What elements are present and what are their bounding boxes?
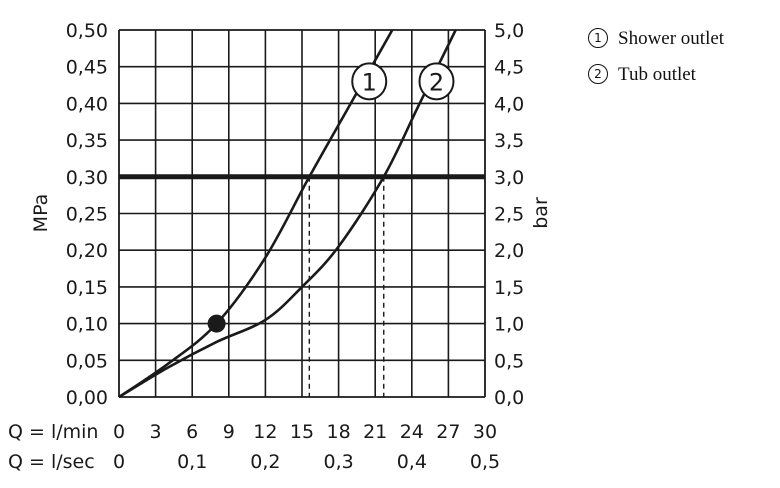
y-tick-label: 0,20 xyxy=(66,240,108,262)
y2-axis-label: bar xyxy=(530,197,552,229)
x2-tick-label: 0,4 xyxy=(397,451,427,473)
x-tick-label: 9 xyxy=(223,421,235,443)
series-label-1: 1 xyxy=(362,68,377,96)
x-tick-label: 0 xyxy=(113,421,125,443)
x2-axis-label: Q = l/sec xyxy=(8,451,95,473)
legend-label-1: Shower outlet xyxy=(618,28,725,49)
x-tick-label: 3 xyxy=(150,421,162,443)
y-tick-label: 0,25 xyxy=(66,204,108,226)
y2-tick-label: 1,5 xyxy=(494,277,524,299)
y-tick-label: 0,50 xyxy=(66,20,108,42)
y-tick-label: 0,40 xyxy=(66,93,108,115)
x-axis-label: Q = l/min xyxy=(8,421,98,443)
series-line-1 xyxy=(118,29,394,399)
legend-item-1: 1 Shower outlet xyxy=(588,28,724,50)
legend-item-2: 2 Tub outlet xyxy=(588,64,696,86)
series-label-circle-2 xyxy=(418,62,455,101)
y2-tick-label: 0,5 xyxy=(494,350,524,372)
marker-point xyxy=(207,314,226,333)
y-tick-label: 0,35 xyxy=(66,130,108,152)
y2-tick-label: 2,5 xyxy=(494,204,524,226)
tick-labels: 0 3 6 9 12 15 18 21 24 27 300 0,1 0,2 0,3 0,4 0,50,000,… xyxy=(66,20,525,473)
y-tick-label: 0,30 xyxy=(66,167,108,189)
legend-label-2: Tub outlet xyxy=(618,64,696,85)
x-tick-label: 30 xyxy=(473,421,497,443)
y2-tick-label: 5,0 xyxy=(494,20,524,42)
y2-tick-label: 3,0 xyxy=(494,167,524,189)
y-tick-label: 0,10 xyxy=(66,314,108,336)
x-tick-label: 12 xyxy=(253,421,277,443)
y2-tick-label: 4,5 xyxy=(494,57,524,79)
legend-number-1: 1 xyxy=(588,28,608,48)
y2-tick-label: 4,0 xyxy=(494,93,524,115)
x2-tick-label: 0,5 xyxy=(470,451,500,473)
y-tick-label: 0,05 xyxy=(66,350,108,372)
x-tick-label: 6 xyxy=(186,421,198,443)
x-tick-label: 15 xyxy=(290,421,314,443)
y2-tick-label: 0,0 xyxy=(494,387,524,409)
y-tick-label: 0,15 xyxy=(66,277,108,299)
x-tick-label: 18 xyxy=(327,421,351,443)
y-tick-label: 0,45 xyxy=(66,57,108,79)
series-line-2 xyxy=(118,29,457,399)
y2-tick-label: 1,0 xyxy=(494,314,524,336)
y-tick-label: 0,00 xyxy=(66,387,108,409)
y2-tick-label: 2,0 xyxy=(494,240,524,262)
x2-tick-label: 0,3 xyxy=(323,451,353,473)
x-tick-label: 21 xyxy=(363,421,387,443)
legend-number-2: 2 xyxy=(588,64,608,84)
series-label-2: 2 xyxy=(429,68,444,96)
x-tick-label: 27 xyxy=(436,421,460,443)
y2-tick-label: 3,5 xyxy=(494,130,524,152)
x2-tick-label: 0,2 xyxy=(250,451,280,473)
x2-tick-label: 0,1 xyxy=(177,451,207,473)
x-tick-label: 24 xyxy=(400,421,424,443)
series-label-circle-1 xyxy=(351,62,388,101)
reference-lines xyxy=(119,174,485,397)
y-axis-label: MPa xyxy=(30,194,52,233)
x2-tick-label: 0 xyxy=(113,451,125,473)
